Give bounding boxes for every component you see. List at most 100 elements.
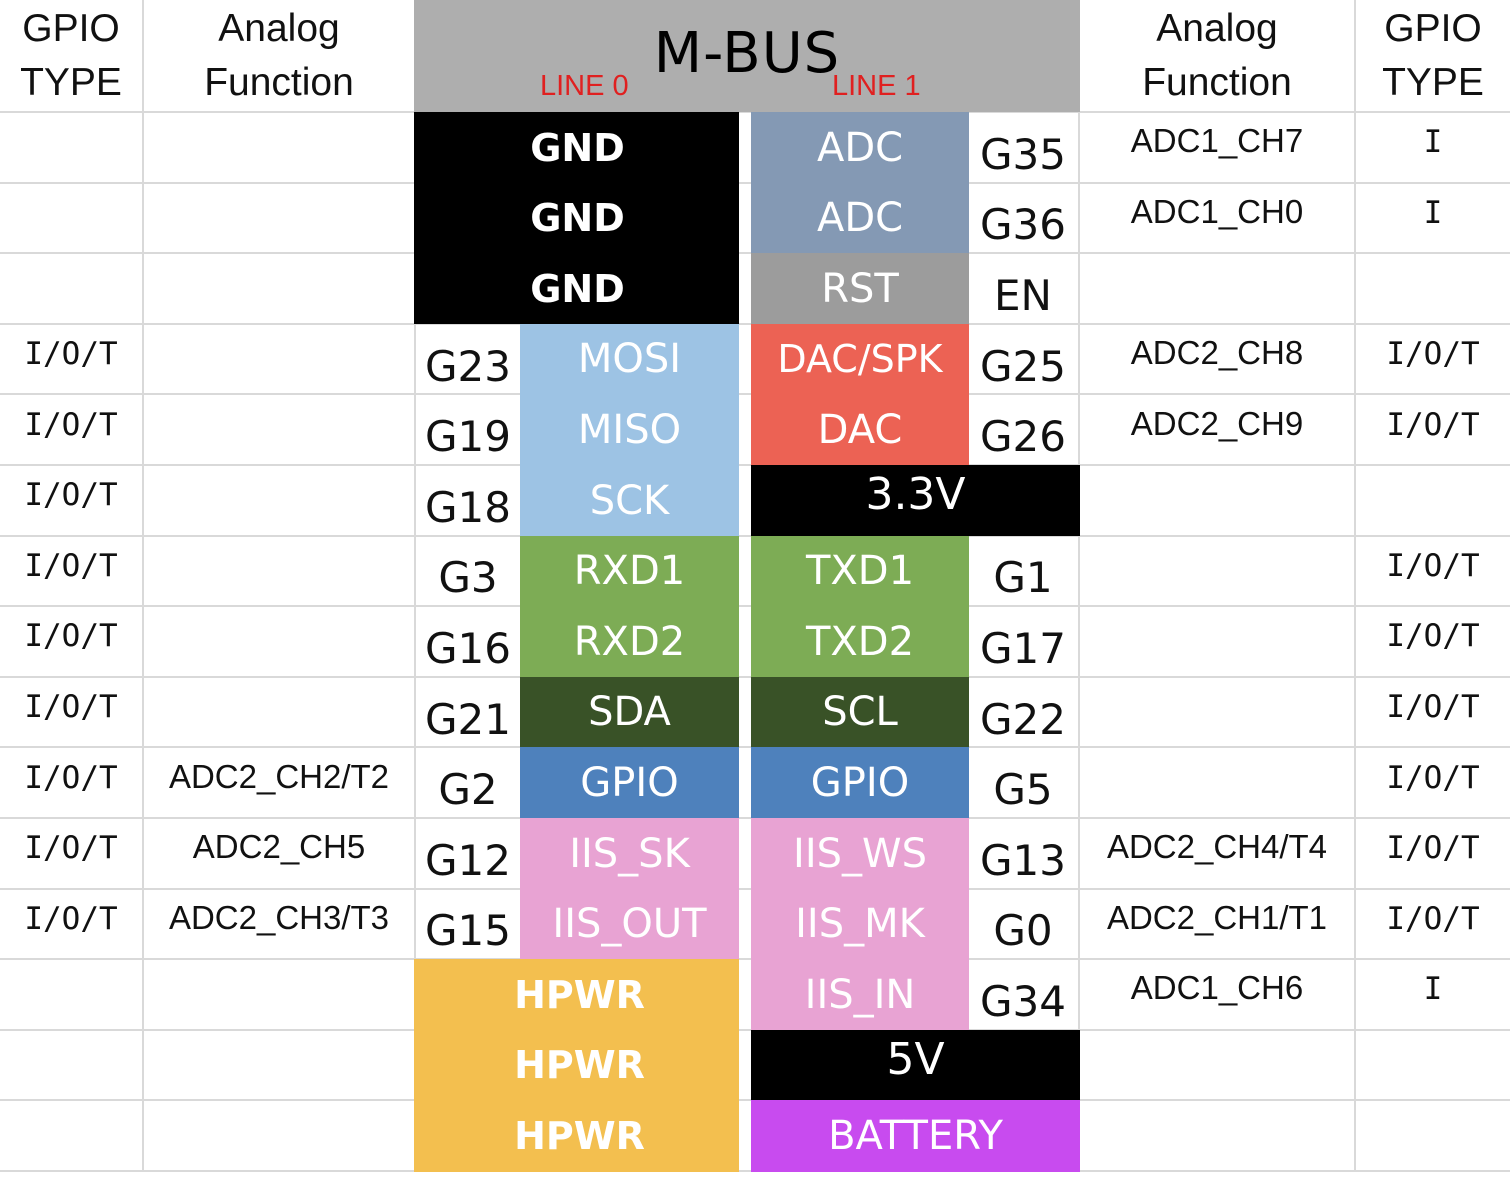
right-func-iis-mk: IIS_MK [751,888,969,960]
right-gpio-type: I/O/T [1386,336,1480,373]
left-func-hpwr: HPWR [414,1100,739,1172]
grid-column-line [1078,0,1080,1170]
left-gpio-type: I/O/T [24,477,118,514]
right-analog-header-line1: Analog [1156,7,1278,50]
right-pin-g5: G5 [993,765,1053,815]
left-gpio-type-header: GPIO TYPE [0,0,142,112]
right-gpio-type: I/O/T [1386,547,1480,584]
mbus-header: M-BUS LINE 0 LINE 1 [414,0,1080,112]
left-func-sda: SDA [520,676,739,748]
right-gpio-type: I/O/T [1386,830,1480,867]
left-func-gpio: GPIO [520,747,739,819]
left-pin-g16: G16 [425,623,511,673]
right-pin-g13: G13 [980,835,1066,885]
left-func-gnd: GND [414,253,739,325]
grid-column-line [1354,0,1356,1170]
left-gpio-type-header-line2: TYPE [20,61,122,104]
right-func-dac-spk: DAC/SPK [751,323,969,395]
right-func-txd2: TXD2 [751,606,969,678]
right-gpio-type: I/O/T [1386,618,1480,655]
left-pin-g12: G12 [425,835,511,885]
grid-column-line [414,0,416,1170]
left-gpio-type-header-line1: GPIO [22,7,120,50]
right-pin-g25: G25 [980,341,1066,391]
right-analog-function: ADC2_CH9 [1130,404,1304,442]
right-pin-g22: G22 [980,694,1066,744]
right-gpio-type-header-line1: GPIO [1384,7,1482,50]
left-gpio-type: I/O/T [24,618,118,655]
right-pin-en: EN [994,270,1052,320]
grid-column-line [142,0,144,1170]
left-pin-g15: G15 [425,906,511,956]
left-analog-function-header: Analog Function [144,0,414,112]
right-analog-function-header: Analog Function [1080,0,1354,112]
right-gpio-type: I [1423,971,1443,1008]
left-func-gnd: GND [414,182,739,254]
left-gpio-type: I/O/T [24,406,118,443]
right-analog-header-line2: Function [1142,61,1292,104]
left-func-rxd1: RXD1 [520,535,739,607]
left-gpio-type: I/O/T [24,336,118,373]
left-gpio-type: I/O/T [24,759,118,796]
right-pin-g34: G34 [980,976,1066,1026]
left-pin-g23: G23 [425,341,511,391]
left-func-sck: SCK [520,465,739,537]
right-pin-g17: G17 [980,623,1066,673]
left-func-iis-sk: IIS_SK [520,818,739,890]
mbus-title: M-BUS [653,21,841,86]
right-pin-g36: G36 [980,200,1066,250]
left-gpio-type: I/O/T [24,689,118,726]
right-func-rst: RST [751,253,969,325]
right-func-3-3v: 3.3V [751,465,1080,537]
right-func-dac: DAC [751,394,969,466]
left-analog-function: ADC2_CH2/T2 [168,757,390,795]
left-func-hpwr: HPWR [414,1029,739,1101]
right-analog-function: ADC1_CH6 [1130,969,1304,1007]
left-func-iis-out: IIS_OUT [520,888,739,960]
right-func-adc: ADC [751,182,969,254]
right-analog-function: ADC2_CH1/T1 [1106,898,1328,936]
right-func-5v: 5V [751,1029,1080,1101]
right-pin-g26: G26 [980,412,1066,462]
right-analog-function: ADC2_CH4/T4 [1106,828,1328,866]
right-func-scl: SCL [751,676,969,748]
line-1-label: LINE 1 [832,70,921,102]
right-func-iis-ws: IIS_WS [751,818,969,890]
line-0-label: LINE 0 [540,70,629,102]
left-pin-g18: G18 [425,482,511,532]
right-func-adc: ADC [751,112,969,184]
right-gpio-type: I/O/T [1386,689,1480,726]
right-func-gpio: GPIO [751,747,969,819]
left-gpio-type: I/O/T [24,900,118,937]
right-analog-function: ADC2_CH8 [1130,334,1304,372]
left-pin-g3: G3 [438,553,498,603]
right-func-battery: BATTERY [751,1100,1080,1172]
left-pin-g21: G21 [425,694,511,744]
right-gpio-type: I/O/T [1386,759,1480,796]
left-gpio-type: I/O/T [24,547,118,584]
left-analog-header-line2: Function [204,61,354,104]
left-gpio-type: I/O/T [24,830,118,867]
left-pin-g19: G19 [425,412,511,462]
left-func-mosi: MOSI [520,323,739,395]
left-func-rxd2: RXD2 [520,606,739,678]
left-analog-function: ADC2_CH5 [192,828,366,866]
right-gpio-type: I/O/T [1386,900,1480,937]
left-analog-function: ADC2_CH3/T3 [168,898,390,936]
right-gpio-type-header: GPIO TYPE [1356,0,1510,112]
left-pin-g2: G2 [438,765,498,815]
left-func-miso: MISO [520,394,739,466]
right-func-iis-in: IIS_IN [751,959,969,1031]
right-gpio-type-header-line2: TYPE [1382,61,1484,104]
right-analog-function: ADC1_CH0 [1130,192,1304,230]
right-pin-g35: G35 [980,129,1066,179]
right-func-txd1: TXD1 [751,535,969,607]
right-gpio-type: I/O/T [1386,406,1480,443]
right-pin-g0: G0 [993,906,1053,956]
right-pin-g1: G1 [993,553,1053,603]
right-gpio-type: I [1423,194,1443,231]
left-func-hpwr: HPWR [414,959,739,1031]
left-analog-header-line1: Analog [218,7,340,50]
right-analog-function: ADC1_CH7 [1130,122,1304,160]
